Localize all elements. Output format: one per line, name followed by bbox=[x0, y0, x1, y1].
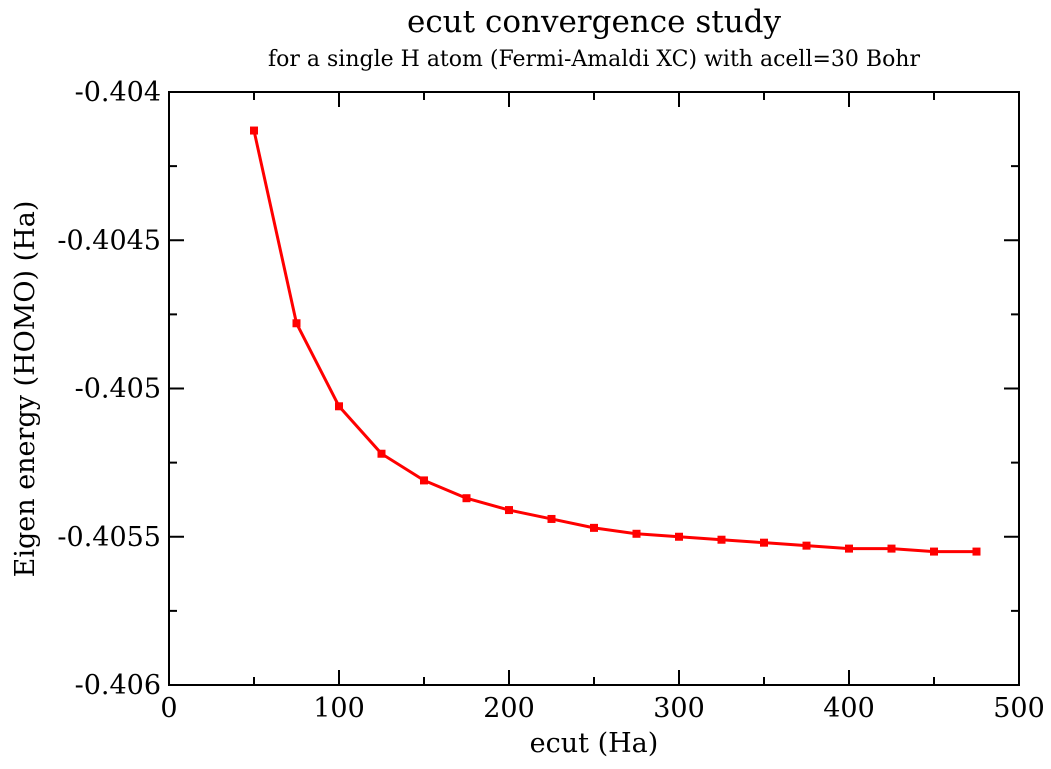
data-point bbox=[760, 538, 768, 547]
data-point bbox=[335, 402, 343, 411]
x-axis-ticks bbox=[168, 92, 1020, 685]
data-point bbox=[972, 547, 981, 556]
data-point bbox=[590, 523, 598, 532]
data-point bbox=[802, 541, 811, 550]
data-point bbox=[930, 547, 938, 556]
data-point bbox=[462, 494, 471, 503]
y-axis-tick-labels: -0.406 -0.4055 -0.405 -0.4045 -0.404 bbox=[57, 77, 161, 701]
x-tick-label: 500 bbox=[993, 693, 1045, 724]
y-tick-label: -0.4055 bbox=[57, 522, 161, 553]
data-point bbox=[675, 532, 683, 541]
data-point bbox=[250, 126, 258, 135]
x-tick-label: 0 bbox=[160, 693, 177, 724]
x-tick-label: 100 bbox=[313, 693, 365, 724]
series-line bbox=[252, 130, 977, 554]
data-point bbox=[547, 514, 556, 523]
data-point bbox=[632, 529, 641, 538]
y-axis-label: Eigen energy (HOMO) (Ha) bbox=[10, 201, 41, 578]
y-axis-ticks bbox=[169, 91, 1019, 686]
y-tick-label: -0.4045 bbox=[57, 225, 161, 256]
data-point bbox=[377, 449, 386, 458]
data-point bbox=[845, 544, 853, 553]
x-axis-label: ecut (Ha) bbox=[530, 728, 659, 759]
chart-subtitle: for a single H atom (Fermi-Amaldi XC) wi… bbox=[268, 47, 920, 72]
x-tick-label: 400 bbox=[823, 693, 875, 724]
plot-frame bbox=[168, 91, 1020, 686]
data-point bbox=[292, 319, 301, 328]
data-point bbox=[717, 535, 726, 544]
x-tick-label: 200 bbox=[483, 693, 535, 724]
y-tick-label: -0.404 bbox=[75, 77, 161, 108]
data-point bbox=[887, 544, 896, 553]
x-tick-label: 300 bbox=[653, 693, 705, 724]
y-tick-label: -0.406 bbox=[75, 670, 161, 701]
data-point bbox=[505, 506, 513, 515]
x-axis-tick-labels: 0 100 200 300 400 500 bbox=[160, 693, 1044, 724]
series-group bbox=[250, 126, 981, 556]
chart-title: ecut convergence study bbox=[407, 4, 782, 40]
data-point bbox=[420, 476, 428, 485]
y-tick-label: -0.405 bbox=[75, 374, 161, 405]
